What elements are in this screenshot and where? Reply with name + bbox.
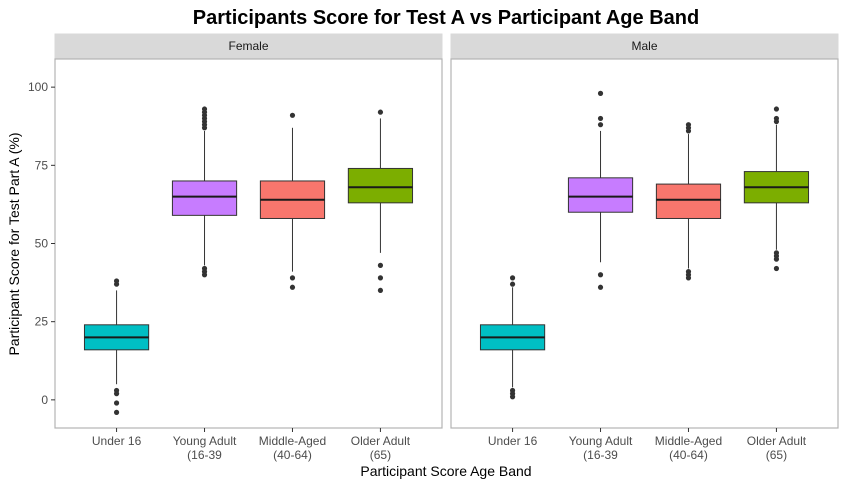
outlier-point [597,284,604,290]
y-tick-label: 0 [41,393,48,407]
x-axis-title: Participant Score Age Band [360,463,531,479]
outlier-point [773,265,780,272]
box-middle-aged [655,122,722,281]
outlier-point [509,275,516,281]
panel-border [54,58,443,429]
x-tick-label: Middle-Aged [259,434,326,448]
outlier-point [201,125,208,131]
outlier-point [773,256,780,262]
y-tick-label: 50 [35,237,49,251]
outlier-point [685,275,692,281]
outlier-point [773,118,780,125]
outlier-point [597,115,604,122]
facet-panel-female: Female [54,33,443,429]
outlier-point [597,90,604,96]
x-tick-label: Under 16 [488,434,538,448]
outlier-point [597,272,604,278]
box-young-adult [171,106,238,278]
outlier-point [773,106,780,112]
facet-strip-label: Female [228,39,268,53]
box-middle-aged [259,112,326,290]
facet-strip [450,33,839,59]
x-tick-label-line2: (40-64) [273,448,312,462]
y-tick-label: 75 [35,158,49,172]
chart-title: Participants Score for Test A vs Partici… [193,7,699,29]
facet-panel-male: Male [450,33,839,429]
y-tick-label: 100 [28,80,48,94]
outlier-point [377,287,384,294]
outlier-point [113,281,120,287]
x-tick-label-line2: (16-39 [583,448,618,462]
x-tick-label: Older Adult [747,434,807,448]
outlier-point [377,109,384,115]
panel-border [450,58,839,429]
outlier-point [289,284,296,290]
box-iqr [347,167,414,204]
x-tick-label: Young Adult [173,434,237,448]
outlier-point [685,128,692,134]
box-under-16 [479,275,546,400]
x-axis: Under 16 Young Adult(16-39Middle-Aged(40-… [92,428,807,462]
box-young-adult [567,90,634,290]
box-iqr [567,177,634,213]
x-tick-label-line2: (65) [370,448,391,462]
y-axis-title: Participant Score for Test Part A (%) [6,132,22,355]
outlier-point [289,275,296,281]
outlier-point [377,275,384,281]
x-tick-label-line2: (65) [766,448,787,462]
y-axis: 0 25 50 75 100 [28,80,55,407]
outlier-point [113,391,120,397]
x-tick-label: Under 16 [92,434,142,448]
outlier-point [597,122,604,128]
box-older-adult [347,109,414,294]
outlier-point [509,281,516,287]
outlier-point [113,400,120,406]
outlier-point [201,272,208,278]
box-under-16 [83,278,150,415]
outlier-point [113,409,120,415]
box-iqr [655,183,722,219]
x-tick-label: Older Adult [351,434,411,448]
x-tick-label-line2: (16-39 [187,448,222,462]
x-tick-label: Young Adult [569,434,633,448]
x-tick-label: Middle-Aged [655,434,722,448]
facet-panels: Female Male [54,33,839,429]
outlier-point [377,262,384,268]
outlier-point [509,394,516,400]
box-older-adult [743,106,810,272]
facet-strip-label: Male [631,39,657,53]
y-tick-label: 25 [35,315,49,329]
box-iqr [171,180,238,216]
x-tick-label-line2: (40-64) [669,448,708,462]
facet-strip [54,33,443,59]
outlier-point [289,112,296,118]
